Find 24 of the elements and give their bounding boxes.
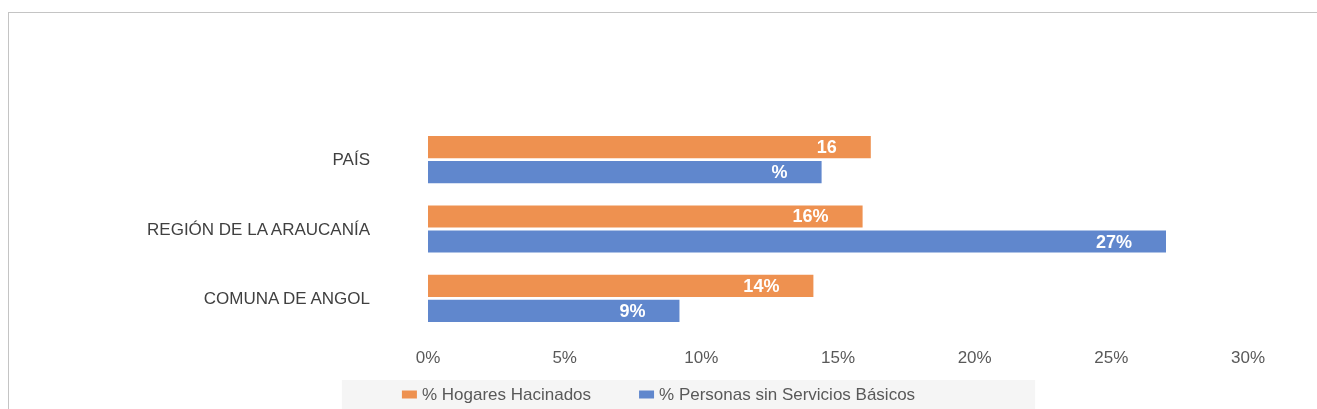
y-tick-label: COMUNA DE ANGOL	[203, 288, 370, 308]
bar	[428, 136, 871, 159]
data-label: %	[771, 162, 788, 183]
x-tick-label: 5%	[552, 348, 577, 367]
bar	[428, 299, 680, 322]
bar	[428, 161, 822, 184]
x-tick-label: 10%	[684, 348, 719, 367]
x-tick-label: 15%	[820, 348, 856, 367]
data-label: 16%	[792, 206, 829, 227]
legend-label: % Personas sin Servicios Básicos	[659, 385, 916, 404]
y-tick-label: PAÍS	[332, 150, 370, 170]
data-label: 16	[816, 137, 837, 158]
x-tick-label: 30%	[1230, 348, 1266, 367]
x-tick-label: 20%	[957, 348, 992, 367]
legend-label: % Hogares Hacinados	[421, 385, 592, 404]
data-label: 9%	[619, 300, 646, 321]
data-label: 14%	[743, 275, 780, 296]
x-tick-label: 25%	[1094, 348, 1129, 367]
bar	[428, 274, 814, 297]
bar	[428, 205, 863, 228]
bar	[428, 230, 1166, 253]
x-tick-label: 0%	[415, 348, 441, 367]
y-tick-label: REGIÓN DE LA ARAUCANÍA	[147, 219, 371, 239]
data-label: 27%	[1095, 231, 1132, 252]
